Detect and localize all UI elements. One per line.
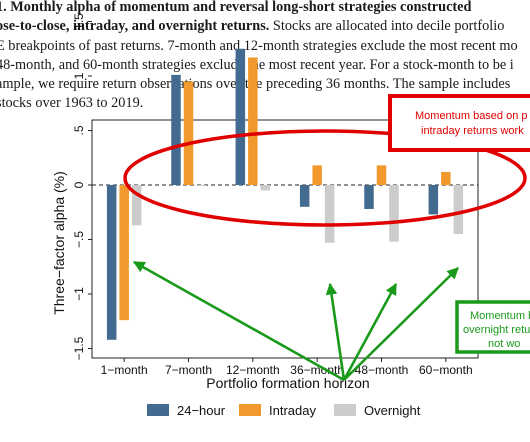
plot-area: −1.5−1−.50.511.51−month 7−month 12−month 36… bbox=[51, 13, 479, 418]
caption-line-3: E breakpoints of past returns. 7-month a… bbox=[0, 37, 518, 54]
x-tick-label: 12−month bbox=[226, 363, 280, 377]
bar-overnight bbox=[260, 185, 271, 191]
legend-swatch bbox=[147, 404, 169, 416]
bar-24-hour bbox=[171, 74, 181, 185]
caption-line-6: stocks over 1963 to 2019. bbox=[0, 95, 144, 112]
arrow-to-48-month bbox=[342, 282, 398, 381]
legend-swatch bbox=[239, 404, 261, 416]
bar-24-hour bbox=[235, 48, 246, 185]
y-tick-label: .5 bbox=[72, 125, 86, 135]
x-tick-label: 60−month bbox=[419, 363, 473, 377]
y-tick-label: 0 bbox=[72, 181, 86, 188]
bar-overnight bbox=[131, 185, 142, 226]
legend-label: Overnight bbox=[364, 403, 421, 418]
bar-overnight bbox=[196, 185, 206, 186]
y-tick-label: −1 bbox=[72, 287, 86, 301]
y-tick-label: −.5 bbox=[72, 231, 86, 248]
red-note-line-2: intraday returns work bbox=[421, 125, 524, 137]
highlight-ellipse bbox=[123, 129, 527, 227]
caption-line-2-bold: ose-to-close, intraday, and overnight re… bbox=[0, 18, 270, 35]
caption-line-2: Stocks are allocated into decile portfol… bbox=[269, 18, 505, 35]
bar-intraday bbox=[376, 165, 387, 185]
green-note-box bbox=[455, 300, 530, 354]
x-axis-title: Portfolio formation horizon bbox=[206, 375, 369, 391]
x-tick-label: 1−month bbox=[101, 363, 148, 377]
bar-intraday bbox=[441, 171, 451, 185]
red-note-line-1: Momentum based on p bbox=[415, 110, 528, 122]
green-note-line-2: overnight retu bbox=[463, 324, 530, 336]
legend-swatch bbox=[334, 404, 356, 416]
arrow-to-60-month bbox=[343, 267, 459, 381]
red-note-box bbox=[388, 94, 530, 152]
bar-24-hour bbox=[364, 185, 374, 209]
bar-24-hour bbox=[106, 185, 117, 340]
x-tick-label: 7−month bbox=[165, 363, 212, 377]
legend-label: Intraday bbox=[269, 403, 316, 418]
bar-intraday bbox=[248, 57, 258, 185]
y-tick-label: 1 bbox=[72, 72, 86, 79]
y-axis-title: Three−factor alpha (%) bbox=[51, 171, 67, 315]
arrow-to-1-month bbox=[132, 260, 345, 382]
legend-label: 24−hour bbox=[177, 403, 226, 418]
bar-overnight bbox=[324, 185, 335, 243]
bar-overnight bbox=[389, 185, 399, 242]
bar-intraday bbox=[312, 165, 322, 185]
annotation-layer: Momentum based on p intraday returns wor… bbox=[123, 94, 530, 382]
x-tick-label: 48−month bbox=[355, 363, 409, 377]
y-tick-label: 1.5 bbox=[72, 13, 86, 30]
bar-intraday bbox=[183, 81, 194, 185]
bar-24-hour bbox=[299, 185, 310, 207]
bar-overnight bbox=[453, 185, 464, 235]
y-tick-label: −1.5 bbox=[72, 336, 86, 360]
arrow-to-36-month bbox=[325, 282, 346, 381]
green-note-line-1: Momentum b bbox=[470, 310, 530, 322]
bar-24-hour bbox=[428, 185, 439, 215]
bar-intraday bbox=[119, 185, 129, 321]
green-note-line-3: not wo bbox=[488, 338, 520, 350]
caption-line-1: 1. Monthly alpha of momentum and reversa… bbox=[0, 0, 472, 15]
